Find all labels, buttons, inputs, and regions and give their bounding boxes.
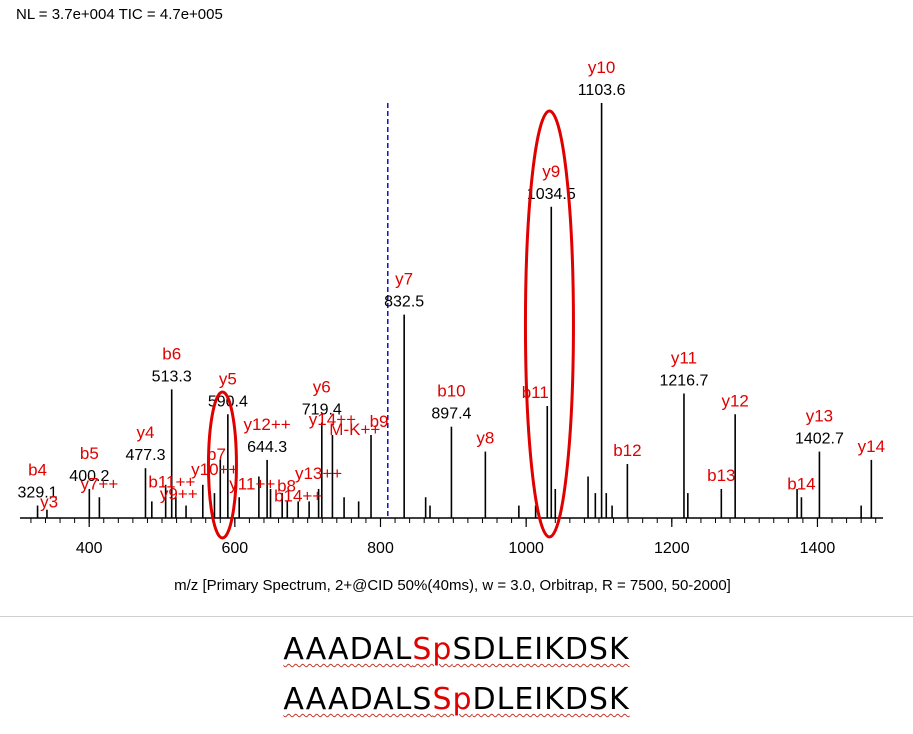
peak-mz-label: 1034.5 [527, 186, 576, 203]
sequence-1-suffix: SDLEIKDSK [452, 632, 630, 667]
peak-mz-label: 400.2 [69, 468, 109, 485]
highlight-ellipse [523, 109, 575, 539]
ion-label: y11 [671, 349, 697, 368]
peak-mz-label: 832.5 [384, 294, 424, 311]
ion-label: y9 [542, 162, 560, 181]
sequence-1-phospho-site: Sp [412, 632, 453, 667]
ion-label: y8 [476, 429, 494, 448]
peak-mz-label: 513.3 [152, 368, 192, 385]
peptide-sequence-2: AAADALSSpDLEIKDSK [0, 682, 913, 717]
ion-label: b6 [162, 344, 181, 363]
ion-label: b14++ [274, 486, 322, 505]
ion-label: b11++ [148, 472, 195, 491]
ion-label: y10++ [191, 460, 238, 479]
ion-label: b13 [707, 466, 735, 485]
ion-label: y9++ [160, 484, 198, 503]
x-tick-label: 1200 [654, 540, 690, 557]
ion-label: y7 [395, 270, 413, 289]
ion-label: y11++ [229, 474, 275, 493]
highlight-ellipse [206, 390, 238, 540]
ion-label: b10 [437, 382, 465, 401]
ion-label: b7 [207, 445, 226, 464]
sequence-1-prefix: AAADAL [283, 632, 413, 667]
ion-label: b9 [370, 412, 389, 431]
ion-label: b4 [28, 461, 47, 480]
ion-label: y14++ [309, 410, 356, 429]
peak-mz-label: 897.4 [431, 406, 471, 423]
ion-label: y13 [806, 407, 833, 426]
peak-mz-label: 1402.7 [795, 431, 844, 448]
ion-label: b5 [80, 444, 99, 463]
ion-label: b14 [787, 474, 815, 493]
ion-label: b8 [277, 476, 296, 495]
spectrum-header: NL = 3.7e+004 TIC = 4.7e+005 [16, 6, 223, 23]
x-tick-label: 600 [221, 540, 248, 557]
ion-label: y5 [219, 369, 237, 388]
sequence-2-phospho-site: Sp [432, 682, 473, 717]
peak-mz-label: 329.1 [18, 485, 58, 502]
peak-mz-label: 477.3 [125, 447, 165, 464]
x-tick-label: 1000 [508, 540, 544, 557]
x-tick-label: 1400 [800, 540, 836, 557]
ion-label: y14 [858, 437, 885, 456]
ion-label: b11 [522, 383, 549, 402]
ion-label: M-K++ [329, 420, 380, 439]
peak-mz-label: 719.4 [302, 402, 342, 419]
x-axis-title: m/z [Primary Spectrum, 2+@CID 50%(40ms),… [174, 577, 731, 594]
peptide-sequence-1: AAADALSpSDLEIKDSK [0, 632, 913, 667]
ion-label: y7++ [80, 474, 118, 493]
ion-label: y10 [588, 58, 615, 77]
peak-mz-label: 1216.7 [659, 373, 708, 390]
mass-spectrum-chart: 400 600 800 1000 1200 1400 m/z [Primary Spectr… [18, 58, 886, 594]
ion-label: y3 [40, 493, 58, 512]
sequence-2-prefix: AAADALS [283, 682, 433, 717]
ion-label: y12++ [243, 415, 290, 434]
ion-label: y4 [136, 423, 154, 442]
ion-label: y12 [721, 391, 748, 410]
ion-label: y13++ [295, 464, 342, 483]
peak-mz-label: 1103.6 [578, 82, 626, 99]
peak-mz-label: 644.3 [247, 439, 287, 456]
ion-label: b12 [613, 441, 641, 460]
x-tick-label: 800 [367, 540, 394, 557]
x-tick-label: 400 [76, 540, 103, 557]
separator-line [0, 616, 913, 617]
ion-label: y6 [313, 378, 331, 397]
sequence-2-suffix: DLEIKDSK [472, 682, 630, 717]
